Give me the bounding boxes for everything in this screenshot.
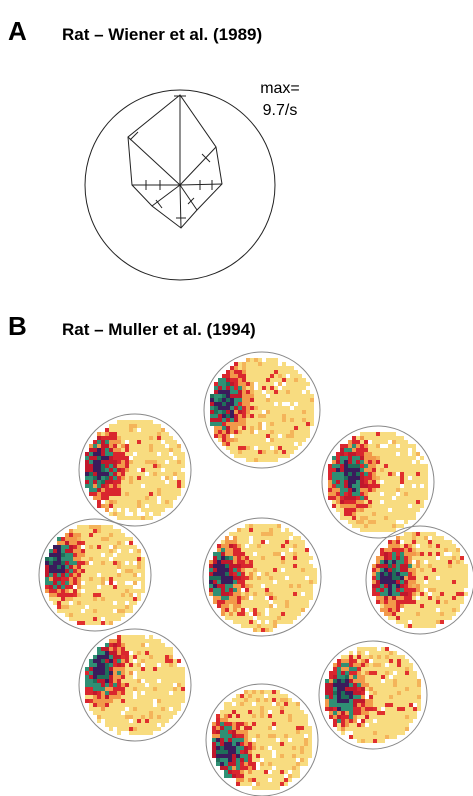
rate-pixels	[89, 643, 121, 699]
rate-pixels	[344, 464, 360, 480]
max-value: 9.7/s	[263, 102, 298, 119]
rate-pixels	[45, 529, 89, 597]
arena-outline	[365, 525, 473, 635]
rate-pixels	[357, 651, 421, 743]
rate-map	[365, 525, 473, 635]
polar-plot	[84, 89, 276, 281]
rate-pixels	[240, 690, 308, 786]
rate-pixels	[212, 710, 256, 786]
rate-map	[38, 518, 152, 632]
arena-outline	[205, 683, 319, 796]
rate-pixels	[332, 432, 428, 532]
arena-outline	[318, 640, 428, 750]
rate-pixels	[212, 726, 248, 778]
rate-pixels	[93, 659, 109, 683]
rate-pixels	[220, 690, 312, 790]
spokes	[127, 95, 223, 229]
rate-pixels	[209, 556, 233, 588]
rate-pixels	[125, 436, 181, 496]
rate-pixels	[210, 390, 234, 418]
rate-pixels	[61, 525, 141, 625]
rate-pixels	[45, 545, 65, 573]
rate-pixels	[212, 714, 256, 782]
rate-pixels	[57, 529, 141, 625]
rate-map	[205, 683, 319, 796]
arena-outline	[78, 413, 192, 527]
arena-circle	[84, 89, 276, 281]
arena-outline	[321, 425, 435, 539]
rate-pixels	[85, 635, 185, 735]
rate-map	[78, 628, 192, 742]
rate-pixels	[234, 358, 314, 462]
rate-pixels	[217, 544, 253, 612]
panel-title: Rat – Wiener et al. (1989)	[62, 25, 262, 44]
arena-outline	[78, 628, 192, 742]
rate-pixels	[332, 444, 368, 500]
rate-pixels	[408, 532, 464, 628]
rate-pixels	[212, 722, 248, 778]
arena-outline	[38, 518, 152, 632]
rate-polygon	[127, 94, 223, 229]
rate-pixels	[89, 456, 109, 484]
rate-pixels	[89, 428, 129, 508]
rate-pixels	[412, 532, 460, 624]
arena-outline	[202, 517, 322, 637]
rate-pixels	[337, 647, 421, 743]
rate-pixels	[85, 643, 121, 695]
rate-pixels	[372, 540, 416, 620]
rate-pixels	[226, 370, 310, 454]
panel-title: Rat – Muller et al. (1994)	[62, 320, 256, 339]
rate-map	[203, 351, 321, 469]
max-label: max=	[260, 80, 300, 97]
rate-pixels	[214, 366, 254, 446]
rate-map	[78, 413, 192, 527]
rate-pixels	[336, 448, 368, 504]
rate-pixels	[356, 440, 420, 528]
rate-pixels	[216, 746, 228, 762]
rate-map	[202, 517, 322, 637]
rate-pixels	[209, 548, 241, 600]
rate-pixels	[210, 382, 230, 418]
panel-label: B	[8, 311, 27, 341]
rate-pixels	[333, 679, 353, 711]
arena-outline	[203, 351, 321, 469]
panel-label: A	[8, 16, 27, 46]
rate-pixels	[376, 552, 412, 596]
rate-maps	[38, 351, 473, 796]
rate-pixels	[325, 663, 361, 723]
rate-pixels	[93, 639, 133, 711]
rate-map	[321, 425, 435, 539]
rate-pixels	[85, 639, 133, 707]
rate-pixels	[384, 564, 400, 580]
rate-pixels	[101, 420, 185, 520]
rate-pixels	[210, 378, 242, 430]
rate-map	[318, 640, 428, 750]
